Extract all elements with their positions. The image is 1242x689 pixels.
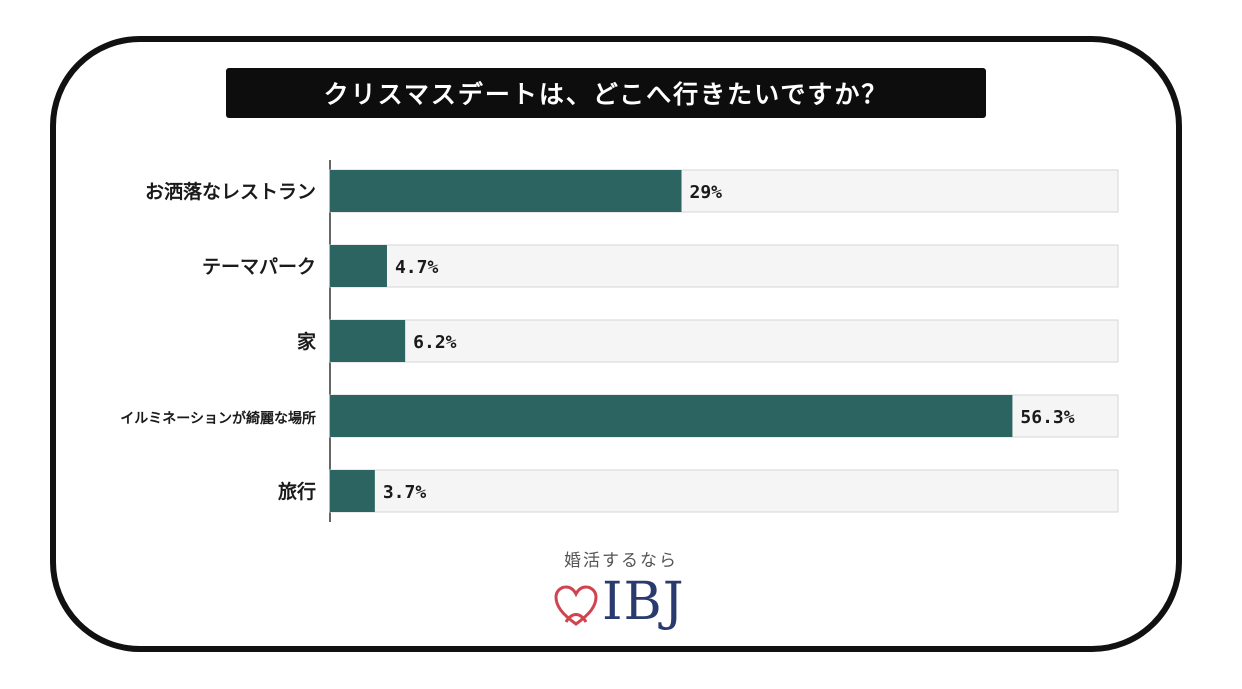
brand-logo: IBJ — [548, 572, 708, 642]
value-label: 6.2% — [413, 332, 457, 353]
brand-tagline: 婚活するなら — [564, 551, 678, 571]
bar-track — [329, 469, 1119, 513]
chart-title-banner: クリスマスデートは、どこへ行きたいですか？ — [226, 68, 986, 118]
category-label: お洒落なレストラン — [145, 180, 316, 203]
bar — [330, 395, 1013, 437]
brand-logo-text: IBJ — [602, 572, 685, 632]
category-label: 旅行 — [278, 480, 316, 503]
bar — [330, 470, 375, 512]
bar — [330, 170, 682, 212]
value-label: 56.3% — [1020, 407, 1074, 428]
bar — [330, 320, 406, 362]
value-label: 29% — [690, 182, 723, 203]
value-label: 4.7% — [395, 257, 439, 278]
category-label: 家 — [297, 330, 317, 353]
category-label: テーマパーク — [202, 256, 316, 278]
bar-track — [329, 319, 1119, 363]
bar-track — [329, 244, 1119, 288]
category-label: イルミネーションが綺麗な場所 — [120, 410, 316, 427]
value-label: 3.7% — [383, 482, 427, 503]
bar — [330, 245, 387, 287]
chart-title: クリスマスデートは、どこへ行きたいですか？ — [323, 80, 889, 109]
heart-icon — [554, 585, 598, 626]
